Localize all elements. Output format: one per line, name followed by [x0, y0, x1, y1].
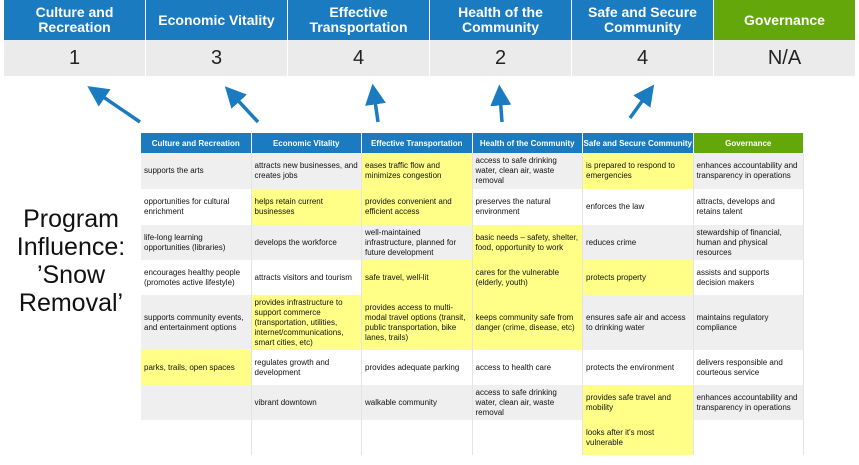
- label-line: Influence:: [16, 233, 126, 261]
- table-cell: enhances accountability and transparency…: [693, 153, 804, 189]
- table-cell: reduces crime: [583, 225, 694, 260]
- table-header: Health of the Community: [472, 133, 583, 153]
- category-header: Safe and Secure Community: [572, 0, 714, 40]
- table-cell: [362, 420, 473, 455]
- table-cell: basic needs – safety, shelter, food, opp…: [472, 225, 583, 260]
- table-cell: supports community events, and entertain…: [141, 295, 252, 350]
- table-cell: regulates growth and development: [251, 350, 362, 385]
- table-cell: attracts, develops and retains talent: [693, 189, 804, 225]
- table-cell: maintains regulatory compliance: [693, 295, 804, 350]
- table-cell: enforces the law: [583, 189, 694, 225]
- table-header: Effective Transportation: [362, 133, 473, 153]
- program-influence-label: Program Influence: ’Snow Removal’: [0, 205, 142, 317]
- category-header: Governance: [714, 0, 856, 40]
- table-cell: preserves the natural environment: [472, 189, 583, 225]
- table-cell: keeps community safe from danger (crime,…: [472, 295, 583, 350]
- arrow-icon: [224, 86, 260, 124]
- influence-table: Culture and Recreation Economic Vitality E…: [141, 133, 804, 455]
- table-cell: encourages healthy people (promotes acti…: [141, 260, 252, 295]
- table-cell: stewardship of financial, human and phys…: [693, 225, 804, 260]
- table-cell: [141, 420, 252, 455]
- label-line: Removal’: [18, 289, 124, 317]
- table-cell: ensures safe air and access to drinking …: [583, 295, 694, 350]
- category-score: 2: [430, 40, 572, 76]
- table-cell: life-long learning opportunities (librar…: [141, 225, 252, 260]
- table-cell: [141, 385, 252, 420]
- table-cell: attracts new businesses, and creates job…: [251, 153, 362, 189]
- table-cell: [472, 420, 583, 455]
- category-header: Culture and Recreation: [4, 0, 146, 40]
- table-cell: provides convenient and efficient access: [362, 189, 473, 225]
- table-cell: provides access to multi-modal travel op…: [362, 295, 473, 350]
- label-line: ’Snow: [36, 261, 106, 289]
- category-header: Effective Transportation: [288, 0, 430, 40]
- table-cell: walkable community: [362, 385, 473, 420]
- table-cell: provides adequate parking: [362, 350, 473, 385]
- table-cell: access to safe drinking water, clean air…: [472, 153, 583, 189]
- table-cell: opportunities for cultural enrichment: [141, 189, 252, 225]
- table-cell: vibrant downtown: [251, 385, 362, 420]
- table-cell: provides infrastructure to support comme…: [251, 295, 362, 350]
- table-cell: develops the workforce: [251, 225, 362, 260]
- table-cell: access to safe drinking water, clean air…: [472, 385, 583, 420]
- score-header: Culture and Recreation Economic Vitality E…: [4, 0, 856, 76]
- table-header: Governance: [693, 133, 804, 153]
- table-cell: provides safe travel and mobility: [583, 385, 694, 420]
- table-cell: safe travel, well-lit: [362, 260, 473, 295]
- category-score: 4: [288, 40, 430, 76]
- category-score: 1: [4, 40, 146, 76]
- category-header: Economic Vitality: [146, 0, 288, 40]
- arrow-icon: [490, 84, 512, 123]
- category-header: Health of the Community: [430, 0, 572, 40]
- arrow-icon: [87, 86, 141, 124]
- table-cell: eases traffic flow and minimizes congest…: [362, 153, 473, 189]
- table-header: Economic Vitality: [251, 133, 362, 153]
- arrow-icon: [365, 83, 386, 123]
- table-cell: attracts visitors and tourism: [251, 260, 362, 295]
- table-cell: enhances accountability and transparency…: [693, 385, 804, 420]
- category-score: 4: [572, 40, 714, 76]
- table-cell: parks, trails, open spaces: [141, 350, 252, 385]
- table-cell: [251, 420, 362, 455]
- table-cell: protects property: [583, 260, 694, 295]
- category-score: 3: [146, 40, 288, 76]
- category-score: N/A: [714, 40, 856, 76]
- table-cell: helps retain current businesses: [251, 189, 362, 225]
- label-line: Program: [23, 205, 119, 233]
- table-cell: [693, 420, 804, 455]
- table-cell: looks after it's most vulnerable: [583, 420, 694, 455]
- table-cell: protects the environment: [583, 350, 694, 385]
- table-cell: assists and supports decision makers: [693, 260, 804, 295]
- table-cell: cares for the vulnerable (elderly, youth…: [472, 260, 583, 295]
- table-cell: is prepared to respond to emergencies: [583, 153, 694, 189]
- table-cell: access to health care: [472, 350, 583, 385]
- table-header: Culture and Recreation: [141, 133, 252, 153]
- table-cell: supports the arts: [141, 153, 252, 189]
- table-cell: delivers responsible and courteous servi…: [693, 350, 804, 385]
- arrow-icon: [628, 84, 655, 120]
- table-header: Safe and Secure Community: [583, 133, 694, 153]
- table-cell: well-maintained infrastructure, planned …: [362, 225, 473, 260]
